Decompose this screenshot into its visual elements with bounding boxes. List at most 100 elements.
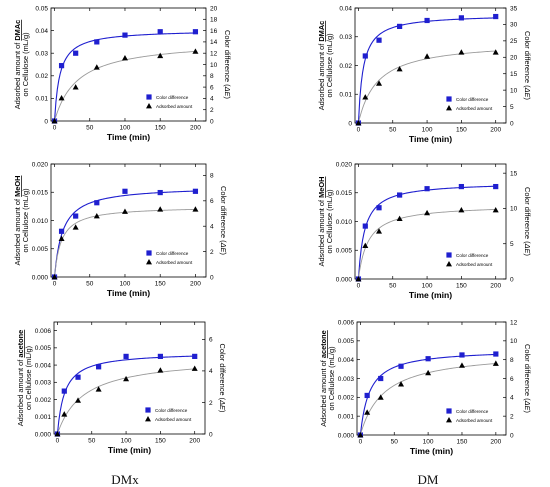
y-right-tick-label: 30 <box>510 22 518 29</box>
color-difference-point <box>376 37 382 43</box>
y-left-tick-label: 0.01 <box>339 92 352 99</box>
y-left-title-solvent: DMAc <box>13 20 22 41</box>
legend-color-difference-marker <box>446 96 452 102</box>
chart-panel: 0 50 100 150 200 0.000 0.001 0.002 0.003 0.004 0.0… <box>16 321 227 455</box>
adsorbed-amount-point <box>425 369 432 376</box>
color-difference-point <box>398 363 404 369</box>
color-difference-point <box>458 183 464 190</box>
y-left-tick-label: 0.04 <box>35 28 48 35</box>
adsorbed-amount-point <box>95 386 102 392</box>
legend-adsorbed-amount-label: Adsorbed amount <box>456 106 493 111</box>
y-right-tick-label: 8 <box>210 173 214 180</box>
color-difference-fit-line <box>53 190 196 278</box>
x-tick-label: 50 <box>391 439 399 446</box>
y-left-tick-label: 0 <box>44 118 48 125</box>
y-left-tick-label: 0.020 <box>336 161 353 168</box>
y-right-tick-label: 4 <box>210 96 214 103</box>
y-right-tick-label: 35 <box>510 5 518 12</box>
adsorbed-amount-point <box>424 209 431 216</box>
column-label-dm: DM <box>418 472 439 487</box>
adsorbed-amount-point <box>121 208 128 214</box>
color-difference-point <box>397 192 403 198</box>
y-right-tick-label: 10 <box>510 87 518 94</box>
y-right-tick-label: 15 <box>510 170 518 177</box>
adsorbed-amount-point <box>458 362 465 368</box>
y-left-tick-label: 0.000 <box>35 431 52 438</box>
y-left-tick-label: 0.005 <box>35 345 52 352</box>
legend-adsorbed-amount-marker <box>446 105 452 111</box>
y-right-tick-label: 10 <box>210 62 218 69</box>
y-right-tick-label: 14 <box>210 39 218 46</box>
y-left-axis-title-line2: on Cellulose (mL/g) <box>327 346 336 410</box>
adsorbed-amount-point <box>93 212 100 219</box>
adsorbed-amount-point <box>492 360 499 366</box>
y-left-title-part: Adsorbed amount of <box>13 197 22 266</box>
adsorbed-amount-point <box>157 367 164 373</box>
y-right-tick-label: 10 <box>510 338 518 345</box>
y-right-tick-label: 20 <box>510 55 518 62</box>
color-difference-point <box>425 356 431 362</box>
y-left-tick-label: 0.010 <box>336 219 353 226</box>
y-right-title-part: ) <box>223 96 232 98</box>
color-difference-point <box>157 29 163 35</box>
y-left-tick-label: 0.015 <box>32 190 49 197</box>
adsorbed-amount-point <box>396 215 403 222</box>
y-left-axis-title: Adsorbed amount of DMAc <box>13 20 22 110</box>
y-right-tick-label: 25 <box>510 38 518 45</box>
adsorbed-amount-fit-line <box>357 50 496 124</box>
y-left-tick-label: 0.000 <box>336 276 353 283</box>
adsorbed-amount-point <box>191 365 198 371</box>
x-tick-label: 100 <box>423 439 434 446</box>
color-difference-point <box>376 205 382 211</box>
x-tick-label: 200 <box>190 125 201 132</box>
adsorbed-amount-point <box>458 49 465 55</box>
y-left-tick-label: 0.002 <box>35 397 52 404</box>
adsorbed-amount-point <box>121 54 128 61</box>
x-tick-label: 200 <box>490 127 501 134</box>
x-tick-label: 0 <box>357 127 361 134</box>
y-right-title-part: Color difference ( <box>523 187 532 244</box>
y-left-title-part: Adsorbed amount of <box>317 198 326 267</box>
legend-adsorbed-amount-marker <box>145 416 151 422</box>
legend-color-difference-marker <box>446 252 452 258</box>
x-axis-title: Time (min) <box>108 445 151 455</box>
x-tick-label: 50 <box>389 283 397 290</box>
adsorbed-amount-point <box>357 432 364 438</box>
adsorbed-amount-point <box>192 206 199 212</box>
y-right-title-part: Color difference ( <box>523 31 532 88</box>
y-right-tick-label: 16 <box>210 28 218 35</box>
color-difference-point <box>192 353 198 359</box>
y-left-tick-label: 0.001 <box>338 413 355 420</box>
legend: Color difference Adsorbed amount <box>145 407 192 422</box>
color-difference-point <box>459 352 465 358</box>
adsorbed-amount-point <box>72 224 79 230</box>
adsorbed-amount-point <box>376 80 383 86</box>
color-difference-point <box>75 374 81 380</box>
chart-panel: 0 50 100 150 200 0.000 0.005 0.010 0.015 0.020 0 2 4… <box>13 161 228 298</box>
adsorbed-amount-point <box>362 94 369 100</box>
color-difference-point <box>73 50 79 56</box>
adsorbed-amount-point <box>355 120 362 126</box>
color-difference-point <box>458 15 464 21</box>
x-tick-label: 100 <box>422 127 433 134</box>
y-left-axis-title-line2: on Cellulose (mL/g) <box>325 189 334 253</box>
y-right-title-part: Color difference ( <box>218 344 227 401</box>
adsorbed-amount-point <box>51 274 58 280</box>
y-right-tick-label: 5 <box>510 104 514 111</box>
y-right-axis-title: Color difference (ΔE) <box>218 344 227 413</box>
adsorbed-amount-point <box>492 49 499 55</box>
color-difference-point <box>192 188 199 194</box>
x-tick-label: 200 <box>490 439 501 446</box>
y-right-tick-label: 0 <box>210 118 214 125</box>
color-difference-point <box>424 186 430 192</box>
x-tick-label: 50 <box>88 438 96 445</box>
y-left-axis-title-line2: on Cellulose (mL/g) <box>24 346 33 410</box>
x-tick-label: 0 <box>53 281 57 288</box>
y-right-tick-label: 4 <box>510 395 514 402</box>
adsorbed-amount-point <box>362 242 369 249</box>
legend: Color difference Adsorbed amount <box>446 96 493 111</box>
y-left-tick-label: 0 <box>348 120 352 127</box>
adsorbed-amount-point <box>376 228 383 234</box>
adsorbed-amount-point <box>424 53 431 59</box>
y-left-axis-title-line2: on Cellulose (mL/g) <box>21 32 30 96</box>
